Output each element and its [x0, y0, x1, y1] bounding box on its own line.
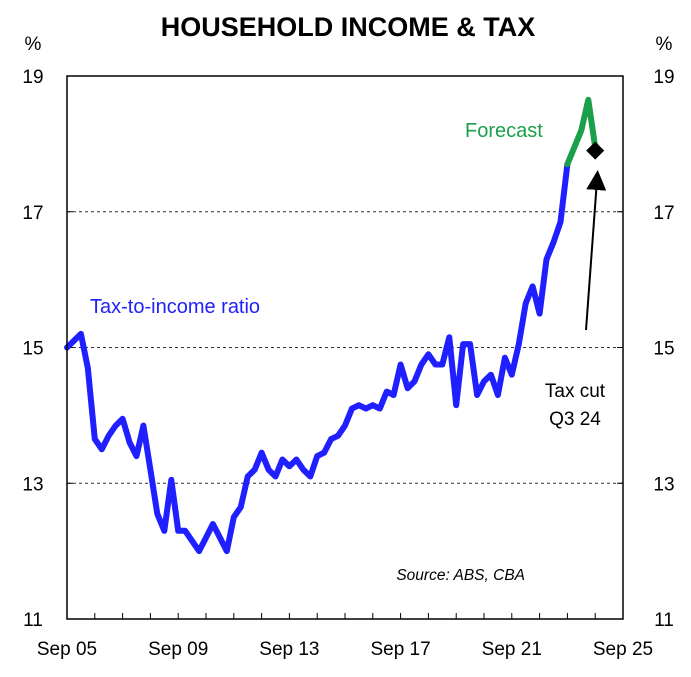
x-tick-label: Sep 21: [482, 639, 542, 660]
y-tick-label-left: 19: [22, 67, 43, 88]
y-tick-label-left: 15: [22, 339, 43, 360]
y-tick-label-right: 17: [653, 203, 674, 224]
gridlines: [67, 212, 623, 484]
series-line-tax-to-income-ratio: [67, 164, 567, 551]
x-tick-label: Sep 09: [148, 639, 208, 660]
chart-title: HOUSEHOLD INCOME & TAX: [161, 12, 536, 42]
y-tick-label-left: 11: [23, 610, 43, 631]
y-axis-right: 11 13 15 17 19: [617, 67, 675, 631]
x-tick-label: Sep 05: [37, 639, 97, 660]
tax-cut-label-line1: Tax cut: [545, 381, 606, 402]
y-tick-label-left: 17: [22, 203, 43, 224]
y-tick-label-right: 19: [653, 67, 674, 88]
source-note: Source: ABS, CBA: [396, 567, 525, 584]
y-unit-right: %: [656, 34, 673, 55]
y-tick-label-right: 15: [653, 339, 674, 360]
forecast-label: Forecast: [465, 120, 543, 142]
y-tick-label-left: 13: [22, 474, 43, 495]
tax-cut-label-line2: Q3 24: [549, 409, 601, 430]
y-tick-label-right: 11: [654, 610, 674, 631]
y-tick-label-right: 13: [653, 474, 674, 495]
x-tick-label: Sep 13: [259, 639, 319, 660]
y-unit-left: %: [25, 34, 42, 55]
series-label-tax-to-income: Tax-to-income ratio: [90, 296, 260, 318]
x-axis: Sep 05 Sep 09 Sep 13 Sep 17 Sep 21 Sep 25: [37, 613, 653, 660]
x-tick-label: Sep 17: [370, 639, 430, 660]
tax-cut-marker: [586, 142, 604, 160]
x-tick-label: Sep 25: [593, 639, 653, 660]
tax-cut-arrow: [586, 180, 597, 330]
